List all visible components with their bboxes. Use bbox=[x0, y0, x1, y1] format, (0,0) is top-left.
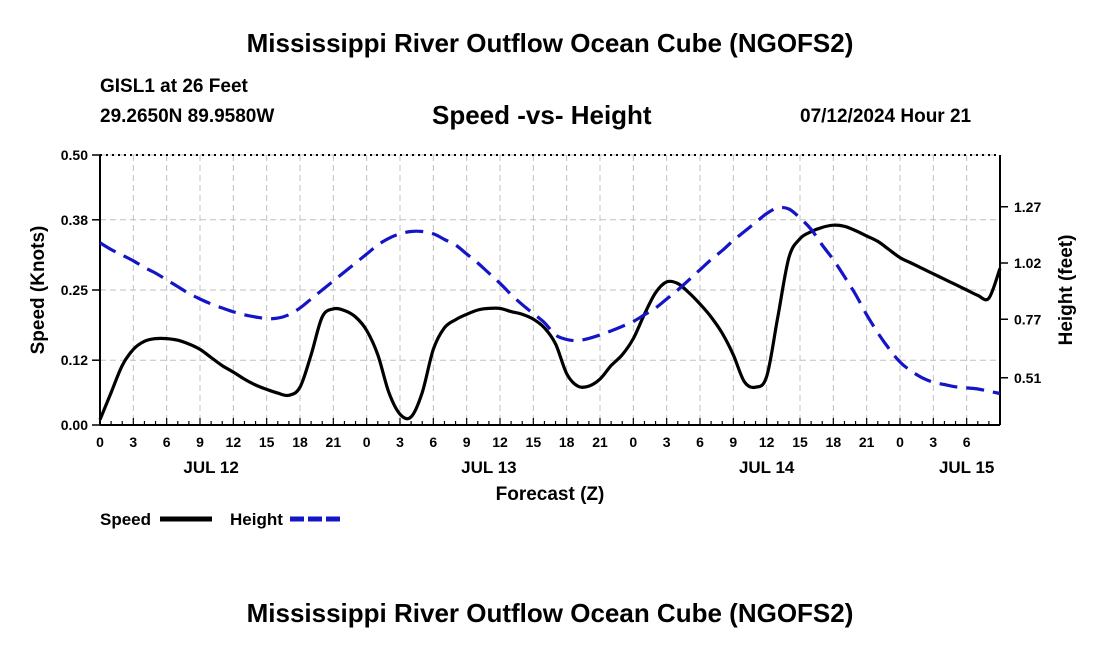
x-tick-label: 21 bbox=[326, 434, 342, 450]
x-tick-label: 18 bbox=[292, 434, 308, 450]
x-tick-label: 15 bbox=[792, 434, 808, 450]
station-coordinates: 29.2650N 89.9580W bbox=[100, 106, 275, 127]
x-tick-label: 9 bbox=[729, 434, 737, 450]
y-axis-left-title: Speed (Knots) bbox=[28, 226, 49, 355]
y-left-tick-label: 0.25 bbox=[61, 282, 88, 298]
x-tick-label: 12 bbox=[226, 434, 242, 450]
x-day-label: JUL 14 bbox=[739, 458, 795, 477]
y-right-tick-label: 0.77 bbox=[1014, 311, 1041, 327]
y-left-tick-label: 0.00 bbox=[61, 417, 88, 433]
legend-speed-label: Speed bbox=[100, 510, 151, 529]
x-day-label: JUL 15 bbox=[939, 458, 994, 477]
y-left-tick-label: 0.38 bbox=[61, 212, 88, 228]
x-axis-title: Forecast (Z) bbox=[496, 484, 605, 505]
x-tick-label: 3 bbox=[663, 434, 671, 450]
x-tick-label: 21 bbox=[859, 434, 875, 450]
x-tick-label: 3 bbox=[129, 434, 137, 450]
x-tick-label: 6 bbox=[429, 434, 437, 450]
forecast-datetime: 07/12/2024 Hour 21 bbox=[800, 106, 972, 127]
x-tick-label: 0 bbox=[96, 434, 104, 450]
chart-subtitle: Speed -vs- Height bbox=[432, 100, 652, 130]
x-tick-label: 0 bbox=[896, 434, 904, 450]
x-tick-label: 0 bbox=[629, 434, 637, 450]
height-series-line bbox=[99, 205, 1001, 396]
x-tick-label: 6 bbox=[696, 434, 704, 450]
y-left-tick-label: 0.50 bbox=[61, 147, 88, 163]
y-right-tick-label: 0.51 bbox=[1014, 370, 1041, 386]
y-right-tick-label: 1.02 bbox=[1014, 255, 1041, 271]
x-tick-label: 18 bbox=[826, 434, 842, 450]
station-label: GISL1 at 26 Feet bbox=[100, 76, 248, 97]
x-tick-label: 12 bbox=[759, 434, 775, 450]
x-tick-label: 3 bbox=[396, 434, 404, 450]
x-tick-label: 18 bbox=[559, 434, 575, 450]
y-axis-right-title: Height (feet) bbox=[1056, 235, 1077, 346]
x-tick-label: 6 bbox=[963, 434, 971, 450]
x-tick-label: 21 bbox=[592, 434, 608, 450]
x-tick-label: 15 bbox=[259, 434, 275, 450]
y-left-tick-label: 0.12 bbox=[61, 352, 88, 368]
x-tick-label: 0 bbox=[363, 434, 371, 450]
x-day-label: JUL 13 bbox=[461, 458, 516, 477]
chart-title-repeat: Mississippi River Outflow Ocean Cube (NG… bbox=[246, 598, 854, 628]
x-tick-label: 9 bbox=[196, 434, 204, 450]
x-day-label: JUL 12 bbox=[183, 458, 238, 477]
x-tick-label: 15 bbox=[526, 434, 542, 450]
speed-series-line bbox=[98, 223, 1002, 421]
chart-title: Mississippi River Outflow Ocean Cube (NG… bbox=[246, 28, 854, 58]
x-tick-label: 3 bbox=[929, 434, 937, 450]
x-tick-label: 6 bbox=[163, 434, 171, 450]
y-right-tick-label: 1.27 bbox=[1014, 199, 1041, 215]
x-tick-label: 12 bbox=[492, 434, 508, 450]
x-tick-label: 9 bbox=[463, 434, 471, 450]
legend-height-label: Height bbox=[230, 510, 283, 529]
